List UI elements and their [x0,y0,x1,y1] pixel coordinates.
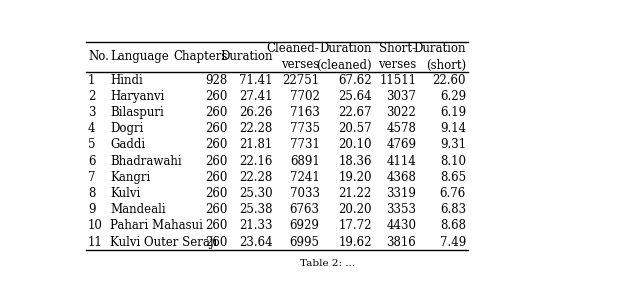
Text: 8.10: 8.10 [440,155,466,168]
Text: 67.62: 67.62 [338,74,372,87]
Text: Bilaspuri: Bilaspuri [110,106,164,119]
Text: Chapters: Chapters [173,51,228,63]
Text: Dogri: Dogri [110,122,143,135]
Text: 17.72: 17.72 [338,219,372,232]
Text: 22.67: 22.67 [338,106,372,119]
Text: 11: 11 [88,236,102,248]
Text: 7731: 7731 [290,138,319,152]
Text: 6.29: 6.29 [440,90,466,103]
Text: 19.62: 19.62 [338,236,372,248]
Text: 3353: 3353 [387,203,416,216]
Text: 7735: 7735 [289,122,319,135]
Text: 9: 9 [88,203,95,216]
Text: 7033: 7033 [289,187,319,200]
Text: 260: 260 [205,187,228,200]
Text: 18.36: 18.36 [338,155,372,168]
Text: Haryanvi: Haryanvi [110,90,164,103]
Text: Short-
verses: Short- verses [378,42,416,72]
Text: 6763: 6763 [289,203,319,216]
Text: Cleaned-
verses: Cleaned- verses [267,42,319,72]
Text: Kulvi Outer Seraji: Kulvi Outer Seraji [110,236,218,248]
Text: 3022: 3022 [387,106,416,119]
Text: 71.41: 71.41 [239,74,273,87]
Text: Mandeali: Mandeali [110,203,166,216]
Text: 260: 260 [205,90,228,103]
Text: 4: 4 [88,122,95,135]
Text: 3816: 3816 [387,236,416,248]
Text: 11511: 11511 [380,74,416,87]
Text: Gaddi: Gaddi [110,138,145,152]
Text: Table 2: ...: Table 2: ... [301,259,355,268]
Text: 21.33: 21.33 [239,219,273,232]
Text: Duration
(short): Duration (short) [413,42,466,72]
Text: 260: 260 [205,155,228,168]
Text: 260: 260 [205,138,228,152]
Text: 260: 260 [205,171,228,184]
Text: 260: 260 [205,203,228,216]
Text: 20.57: 20.57 [338,122,372,135]
Text: 6.83: 6.83 [440,203,466,216]
Text: 10: 10 [88,219,103,232]
Text: 6929: 6929 [290,219,319,232]
Text: 25.64: 25.64 [338,90,372,103]
Text: 4114: 4114 [387,155,416,168]
Text: 21.81: 21.81 [239,138,273,152]
Text: 6: 6 [88,155,95,168]
Text: 260: 260 [205,236,228,248]
Text: 22.28: 22.28 [239,171,273,184]
Text: 2: 2 [88,90,95,103]
Text: 7.49: 7.49 [440,236,466,248]
Text: 22.60: 22.60 [433,74,466,87]
Text: 22751: 22751 [282,74,319,87]
Text: 6.76: 6.76 [440,187,466,200]
Text: 4368: 4368 [387,171,416,184]
Text: 20.20: 20.20 [338,203,372,216]
Text: 26.26: 26.26 [239,106,273,119]
Text: 8: 8 [88,187,95,200]
Text: 7702: 7702 [290,90,319,103]
Text: No.: No. [88,51,109,63]
Text: 22.28: 22.28 [239,122,273,135]
Text: 9.14: 9.14 [440,122,466,135]
Text: 6891: 6891 [290,155,319,168]
Text: Bhadrawahi: Bhadrawahi [110,155,182,168]
Text: Pahari Mahasui: Pahari Mahasui [110,219,203,232]
Text: 27.41: 27.41 [239,90,273,103]
Text: 23.64: 23.64 [239,236,273,248]
Text: Kangri: Kangri [110,171,150,184]
Text: 6995: 6995 [289,236,319,248]
Text: 3: 3 [88,106,95,119]
Text: 260: 260 [205,106,228,119]
Text: 5: 5 [88,138,95,152]
Text: 9.31: 9.31 [440,138,466,152]
Text: 7: 7 [88,171,95,184]
Text: 4769: 4769 [387,138,416,152]
Text: 20.10: 20.10 [338,138,372,152]
Text: 22.16: 22.16 [239,155,273,168]
Text: 19.20: 19.20 [338,171,372,184]
Text: 3037: 3037 [387,90,416,103]
Text: Kulvi: Kulvi [110,187,141,200]
Text: 25.38: 25.38 [239,203,273,216]
Text: 25.30: 25.30 [239,187,273,200]
Text: Duration
(cleaned): Duration (cleaned) [316,42,372,72]
Text: Language: Language [110,51,169,63]
Text: 4430: 4430 [387,219,416,232]
Text: 260: 260 [205,122,228,135]
Text: 7241: 7241 [290,171,319,184]
Text: 1: 1 [88,74,95,87]
Text: 21.22: 21.22 [339,187,372,200]
Text: 260: 260 [205,219,228,232]
Text: 8.65: 8.65 [440,171,466,184]
Text: Duration: Duration [220,51,273,63]
Text: 8.68: 8.68 [440,219,466,232]
Text: 4578: 4578 [387,122,416,135]
Text: 928: 928 [205,74,228,87]
Text: 6.19: 6.19 [440,106,466,119]
Text: 3319: 3319 [387,187,416,200]
Text: 7163: 7163 [290,106,319,119]
Text: Hindi: Hindi [110,74,143,87]
